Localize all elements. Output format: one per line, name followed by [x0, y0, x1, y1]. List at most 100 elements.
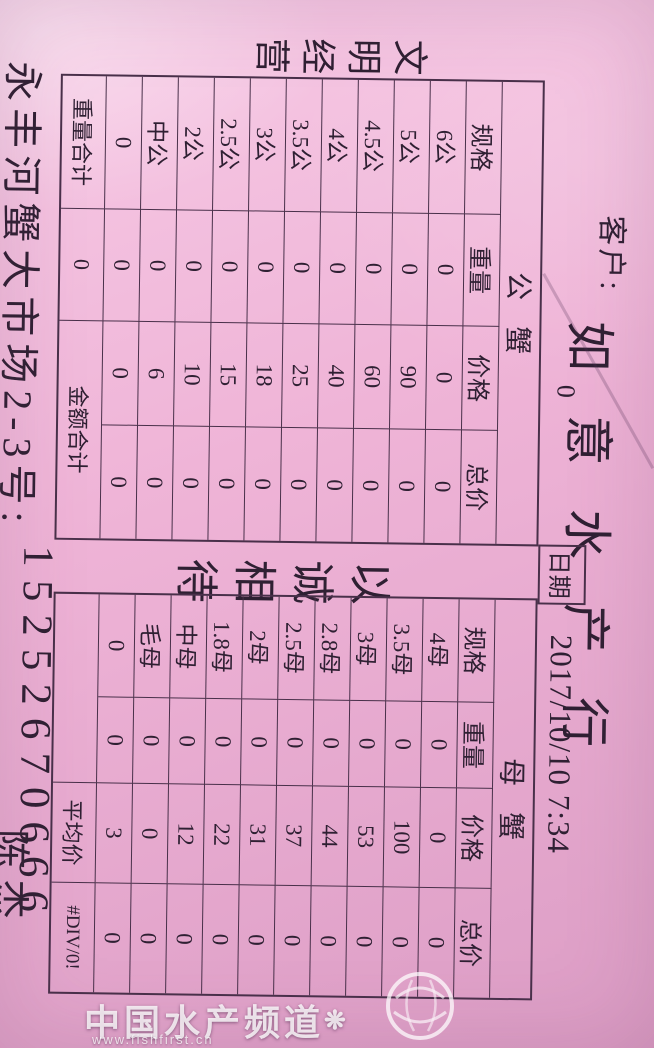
- table-cell: 0: [346, 885, 384, 997]
- table-cell: 0: [420, 700, 459, 788]
- table-cell: 0: [418, 886, 456, 998]
- table-cell: 0: [105, 76, 143, 209]
- male-crab-table: 公蟹 规格 重量 价格 总价 6公 0 0 0 5公 0 90 0 4.5公 0…: [54, 73, 545, 547]
- table-cell: 3公: [249, 78, 287, 211]
- table-cell: 0: [205, 697, 243, 785]
- male-table-title: 公蟹: [500, 271, 534, 381]
- table-cell: 3母: [350, 597, 388, 701]
- table-cell: 0: [102, 320, 140, 425]
- col-header-total: 总价: [454, 887, 492, 998]
- table-cell: 0: [280, 426, 319, 542]
- signature: 陈杰: [0, 828, 33, 930]
- table-cell: 6: [138, 320, 176, 426]
- table-cell: 0: [310, 885, 348, 996]
- date-label-cell: 日期: [537, 544, 587, 606]
- table-cell: 0: [98, 594, 136, 697]
- table-cell: 1.8母: [206, 595, 244, 699]
- table-cell: 0: [100, 424, 139, 539]
- table-cell: 2.5公: [213, 77, 251, 211]
- table-cell: 0: [130, 882, 168, 994]
- table-cell: 10: [174, 321, 212, 426]
- weight-total-value: 0: [59, 207, 106, 321]
- table-cell: 0: [131, 782, 170, 884]
- col-header-total: 总价: [460, 429, 498, 544]
- table-cell: 60: [353, 323, 392, 429]
- table-cell: 3: [95, 782, 134, 883]
- table-cell: 2公: [177, 77, 215, 210]
- table-cell: 37: [275, 784, 314, 886]
- table-cell: 3.5母: [386, 598, 424, 701]
- table-cell: 毛母: [134, 594, 172, 698]
- table-cell: 25: [282, 322, 320, 428]
- col-header-weight: 重量: [456, 701, 495, 788]
- table-cell: 0: [103, 208, 142, 321]
- table-cell: 0: [277, 698, 315, 786]
- table-cell: 0: [241, 698, 279, 785]
- table-cell: 0: [316, 427, 354, 542]
- table-cell: 0: [388, 428, 426, 543]
- table-cell: 0: [319, 211, 358, 324]
- table-cell: 0: [169, 697, 207, 784]
- slogan-left: 文明经营: [244, 32, 430, 75]
- table-cell: 0: [391, 212, 430, 325]
- table-cell: 中公: [141, 76, 179, 210]
- table-cell: 0: [238, 884, 276, 995]
- col-header-weight: 重量: [463, 213, 501, 326]
- female-crab-table: 母蟹 规格 重量 价格 总价 4母 0 0 0 3.5母 0 100 0 3母 …: [48, 591, 538, 1001]
- table-cell: 4公: [321, 79, 359, 212]
- table-cell: 0: [166, 883, 204, 994]
- table-cell: 0: [97, 696, 135, 783]
- table-cell: 0: [348, 699, 387, 787]
- date-value: 2017/10/10 7:34: [541, 634, 580, 855]
- table-cell: 4.5公: [357, 79, 395, 213]
- table-cell: 0: [247, 210, 286, 323]
- weight-total-label: 重量合计: [61, 75, 107, 209]
- table-cell: 0: [172, 425, 211, 540]
- col-header-spec: 规格: [458, 599, 496, 702]
- table-cell: 中母: [170, 595, 208, 698]
- table-cell: 22: [203, 783, 242, 885]
- table-cell: 0: [427, 212, 466, 326]
- table-cell: 0: [94, 882, 132, 993]
- female-table-title: 母蟹: [493, 757, 527, 867]
- amount-total-label: 金额合计: [56, 319, 104, 539]
- table-cell: 0: [175, 209, 214, 322]
- table-cell: 6公: [429, 80, 467, 214]
- table-cell: 0: [313, 699, 351, 786]
- table-cell: 0: [425, 324, 464, 430]
- table-cell: 0: [244, 426, 283, 541]
- table-cell: 0: [352, 427, 390, 543]
- table-cell: 0: [208, 425, 247, 541]
- table-cell: 0: [355, 211, 394, 325]
- table-cell: 0: [283, 210, 322, 324]
- table-cell: 100: [383, 786, 421, 887]
- table-cell: 2.8母: [314, 597, 352, 700]
- table-cell: 5公: [393, 80, 431, 213]
- table-cell: 31: [239, 784, 278, 885]
- table-cell: 0: [424, 428, 462, 544]
- table-cell: 3.5公: [285, 78, 323, 212]
- table-cell: 0: [211, 209, 250, 323]
- table-cell: 0: [136, 424, 175, 540]
- table-cell: 0: [133, 696, 171, 784]
- customer-label: 客户:: [593, 215, 628, 293]
- market-address: 永丰河蟹大市场2-3号:: [0, 60, 46, 530]
- table-cell: 2.5母: [278, 596, 316, 700]
- table-cell: 0: [139, 208, 178, 322]
- table-cell: 15: [210, 321, 248, 427]
- table-cell: 53: [347, 785, 385, 887]
- table-cell: 40: [318, 323, 356, 428]
- col-header-price: 价格: [461, 325, 500, 430]
- col-header-price: 价格: [455, 787, 493, 888]
- table-cell: 2母: [242, 596, 280, 699]
- table-cell: 0: [384, 700, 423, 787]
- col-header-spec: 规格: [465, 81, 503, 214]
- date-label: 日期: [545, 550, 572, 599]
- table-cell: 0: [419, 786, 457, 888]
- table-cell: 44: [311, 785, 349, 886]
- table-cell: 4母: [422, 598, 460, 702]
- table-cell: 0: [202, 883, 240, 995]
- table-cell: 0: [382, 886, 420, 997]
